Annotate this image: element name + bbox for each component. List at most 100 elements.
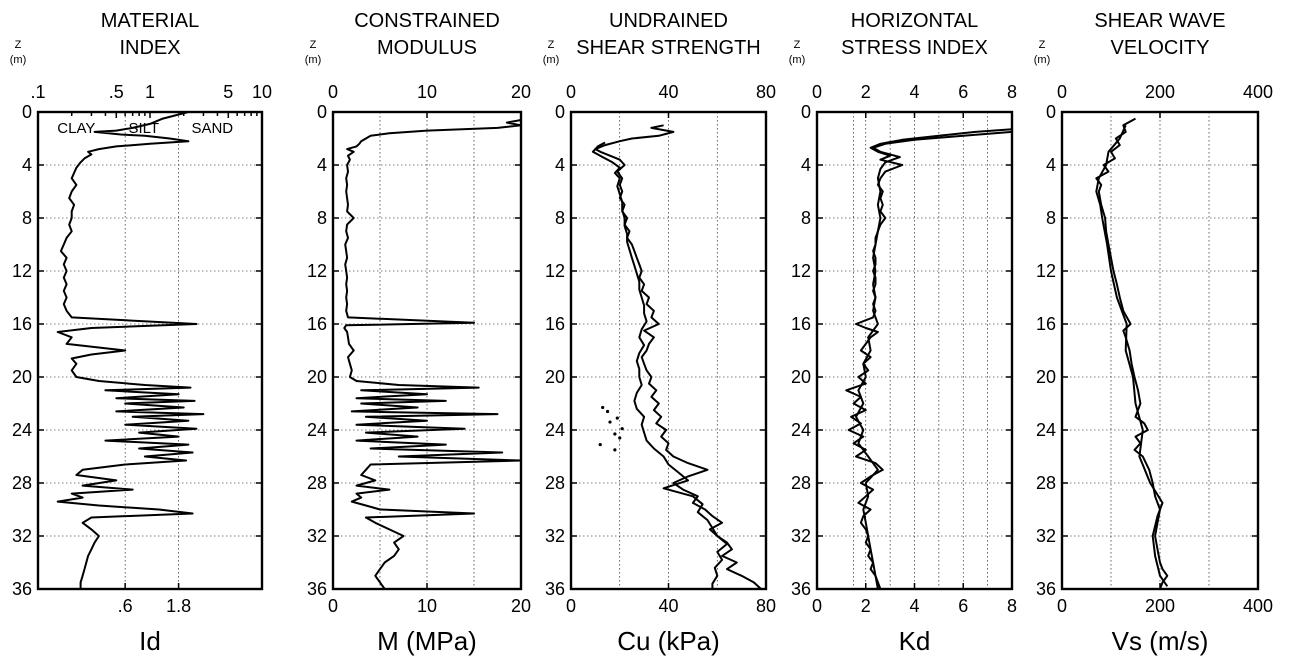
depth-tick-label: 4: [801, 155, 811, 175]
depth-tick-label: 28: [545, 473, 565, 493]
top-x-tick-label: 200: [1145, 82, 1175, 102]
depth-tick-label: 20: [791, 367, 811, 387]
scatter-point: [608, 420, 612, 424]
depth-tick-label: 16: [545, 314, 565, 334]
depth-tick-label: 4: [22, 155, 32, 175]
bottom-x-tick-label: 80: [756, 596, 776, 616]
plot-frame: [331, 110, 523, 591]
panel-title-line: MODULUS: [377, 37, 477, 59]
depth-tick-label: 0: [1046, 102, 1056, 122]
panel-title-line: SHEAR WAVE: [1094, 10, 1225, 32]
scatter-point: [618, 436, 622, 440]
depth-tick-label: 12: [1036, 261, 1056, 281]
depth-tick-label: 16: [12, 314, 32, 334]
panel-5: SHEAR WAVEVELOCITYZ(m)048121620242832360…: [1034, 10, 1273, 656]
depth-tick-label: 0: [22, 102, 32, 122]
bottom-x-tick-label: 0: [1057, 596, 1067, 616]
bottom-x-tick-label: 6: [958, 596, 968, 616]
profile-curve-1: [343, 119, 522, 590]
top-x-tick-label: 2: [861, 82, 871, 102]
top-x-tick-label: 5: [223, 82, 233, 102]
bottom-x-tick-label: 40: [658, 596, 678, 616]
top-x-tick-label: 10: [252, 82, 272, 102]
scatter-point: [598, 442, 602, 447]
depth-tick-label: 32: [1036, 526, 1056, 546]
bottom-x-tick-label: 200: [1145, 596, 1175, 616]
top-x-tick-label: 20: [511, 82, 531, 102]
depth-tick-label: 8: [22, 208, 32, 228]
depth-tick-label: 8: [801, 208, 811, 228]
depth-tick-label: 20: [12, 367, 32, 387]
top-x-tick-label: 1: [145, 82, 155, 102]
x-axis-label: Cu (kPa): [617, 626, 720, 656]
depth-axis-unit: (m): [305, 54, 322, 66]
depth-axis-label: Z: [15, 39, 22, 51]
depth-tick-label: 4: [317, 155, 327, 175]
top-x-tick-label: 6: [958, 82, 968, 102]
profile-curve-2: [591, 141, 728, 589]
top-x-tick-label: 40: [658, 82, 678, 102]
depth-tick-label: 36: [545, 579, 565, 599]
panel-1: MATERIAL INDEX Z (m) 0 4 8 12 16 20 24 28 32 36 .1 .5 1 5…: [10, 10, 272, 656]
depth-tick-label: 36: [12, 579, 32, 599]
bottom-x-tick-label: 1.8: [166, 596, 191, 616]
depth-tick-label: 12: [12, 261, 32, 281]
depth-tick-label: 12: [791, 261, 811, 281]
panel-title-line: UNDRAINED: [609, 10, 728, 32]
x-axis-label: M (MPa): [377, 626, 477, 656]
depth-tick-label: 36: [1036, 579, 1056, 599]
bottom-x-tick-label: 4: [909, 596, 919, 616]
depth-tick-label: 16: [1036, 314, 1056, 334]
top-x-tick-label: 4: [909, 82, 919, 102]
profile-curve-1: [56, 111, 205, 589]
depth-tick-label: 20: [545, 367, 565, 387]
panel-3: UNDRAINED SHEAR STRENGTH Z (m) 0 4 8 12 16 20 24 28…: [543, 10, 776, 656]
depth-tick-label: 24: [791, 420, 811, 440]
depth-tick-label: 24: [1036, 420, 1056, 440]
x-axis-label: Id: [139, 626, 161, 656]
top-x-tick-label: 8: [1007, 82, 1017, 102]
bottom-x-tick-label: 20: [511, 596, 531, 616]
profile-curve-1: [594, 124, 762, 590]
top-x-tick-label: 400: [1243, 82, 1273, 102]
depth-axis-label: Z: [310, 39, 317, 51]
plot-frame: [815, 110, 1014, 591]
depth-tick-label: 4: [1046, 155, 1056, 175]
plot-frame: [36, 110, 264, 591]
depth-tick-label: 28: [12, 473, 32, 493]
bottom-x-tick-label: 2: [861, 596, 871, 616]
depth-tick-label: 32: [307, 526, 327, 546]
panel-title-line: STRESS INDEX: [841, 37, 988, 59]
depth-tick-label: 28: [791, 473, 811, 493]
soil-zone-label: CLAY: [57, 120, 95, 137]
soil-zone-label: SAND: [191, 120, 233, 137]
top-x-tick-label: .5: [109, 82, 124, 102]
bottom-x-tick-label: 400: [1243, 596, 1273, 616]
depth-tick-label: 32: [791, 526, 811, 546]
panel-title-line: CONSTRAINED: [354, 10, 500, 32]
bottom-x-tick-label: 8: [1007, 596, 1017, 616]
scatter-point: [615, 416, 619, 420]
bottom-x-tick-label: 0: [328, 596, 338, 616]
top-x-tick-label: 80: [756, 82, 776, 102]
panel-title-line: INDEX: [119, 37, 180, 59]
scatter-point: [601, 405, 605, 410]
top-x-tick-label: .1: [30, 82, 45, 102]
depth-tick-label: 0: [317, 102, 327, 122]
depth-tick-label: 8: [555, 208, 565, 228]
top-x-tick-label: 0: [328, 82, 338, 102]
depth-tick-label: 24: [545, 420, 565, 440]
depth-tick-label: 0: [801, 102, 811, 122]
bottom-x-tick-label: 10: [417, 596, 437, 616]
depth-tick-label: 8: [1046, 208, 1056, 228]
depth-tick-label: 32: [545, 526, 565, 546]
scatter-point: [613, 448, 617, 452]
depth-tick-label: 36: [307, 579, 327, 599]
top-x-tick-label: 0: [1057, 82, 1067, 102]
depth-tick-label: 16: [307, 314, 327, 334]
depth-tick-label: 8: [317, 208, 327, 228]
bottom-x-tick-label: 0: [812, 596, 822, 616]
depth-axis-unit: (m): [10, 54, 27, 66]
panel-title-line: MATERIAL: [101, 10, 200, 32]
depth-tick-label: 24: [12, 420, 32, 440]
